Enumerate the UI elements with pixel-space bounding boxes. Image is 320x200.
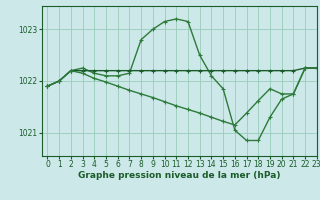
- X-axis label: Graphe pression niveau de la mer (hPa): Graphe pression niveau de la mer (hPa): [78, 171, 280, 180]
